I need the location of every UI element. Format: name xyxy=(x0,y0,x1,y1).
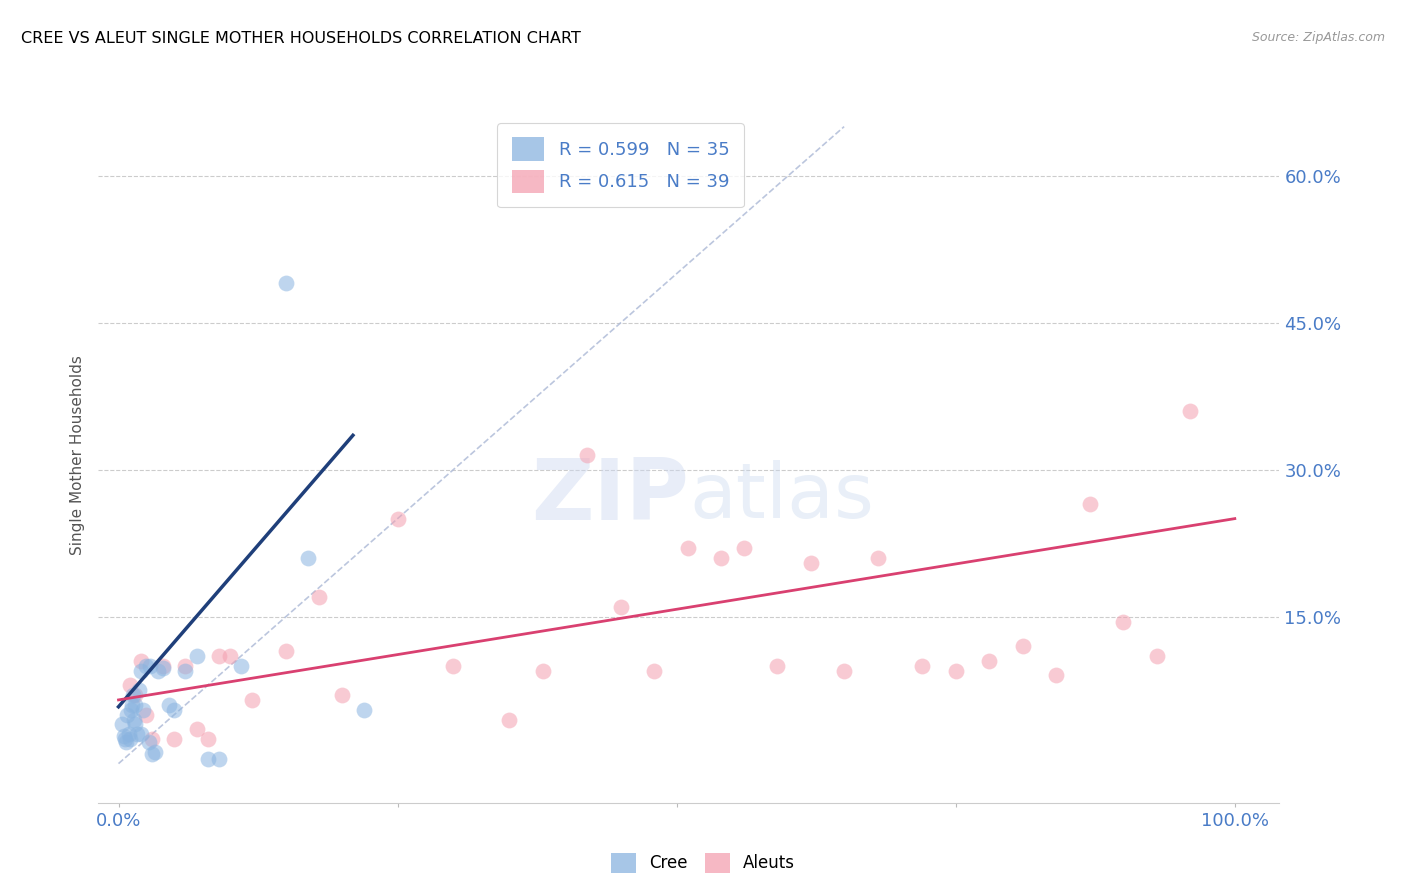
Point xyxy=(135,707,157,722)
Point xyxy=(135,658,157,673)
Point xyxy=(157,698,180,712)
Text: Source: ZipAtlas.com: Source: ZipAtlas.com xyxy=(1251,31,1385,45)
Point xyxy=(1112,615,1135,629)
Point xyxy=(174,658,197,673)
Point xyxy=(122,713,145,727)
Point xyxy=(120,703,142,717)
Point xyxy=(122,688,145,702)
Point xyxy=(274,644,297,658)
Point xyxy=(643,664,665,678)
Point xyxy=(231,658,253,673)
Point xyxy=(610,599,633,614)
Text: ZIP: ZIP xyxy=(531,455,689,538)
Point xyxy=(979,654,1001,668)
Point xyxy=(297,550,319,565)
Point xyxy=(129,664,152,678)
Point xyxy=(117,707,139,722)
Point xyxy=(141,732,163,747)
Point xyxy=(163,703,186,717)
Text: atlas: atlas xyxy=(689,459,873,533)
Point xyxy=(710,550,733,565)
Point xyxy=(274,277,297,291)
Point xyxy=(766,658,789,673)
Point xyxy=(115,735,138,749)
Point xyxy=(866,550,889,565)
Point xyxy=(129,727,152,741)
Point xyxy=(353,703,375,717)
Point xyxy=(242,693,264,707)
Point xyxy=(124,717,146,731)
Point xyxy=(124,688,146,702)
Point xyxy=(127,727,149,741)
Point xyxy=(186,648,208,663)
Y-axis label: Single Mother Households: Single Mother Households xyxy=(69,355,84,555)
Point xyxy=(132,703,155,717)
Point xyxy=(576,448,599,462)
Point xyxy=(152,658,174,673)
Point xyxy=(163,732,186,747)
Legend: Cree, Aleuts: Cree, Aleuts xyxy=(605,847,801,880)
Point xyxy=(117,727,139,741)
Point xyxy=(676,541,699,555)
Point xyxy=(129,654,152,668)
Point xyxy=(330,688,353,702)
Point xyxy=(124,698,146,712)
Point xyxy=(498,713,520,727)
Point xyxy=(118,732,141,747)
Point xyxy=(531,664,554,678)
Point xyxy=(208,648,231,663)
Point xyxy=(911,658,934,673)
Point xyxy=(152,660,174,674)
Point xyxy=(1146,648,1168,663)
Point xyxy=(118,678,141,692)
Point xyxy=(197,732,219,747)
Point xyxy=(1045,668,1067,682)
Point xyxy=(128,683,150,698)
Point xyxy=(174,664,197,678)
Point xyxy=(139,658,162,673)
Point xyxy=(219,648,242,663)
Point xyxy=(143,745,166,759)
Point xyxy=(141,747,163,761)
Point xyxy=(114,732,136,747)
Point xyxy=(1178,404,1201,418)
Point xyxy=(121,698,143,712)
Legend: R = 0.599   N = 35, R = 0.615   N = 39: R = 0.599 N = 35, R = 0.615 N = 39 xyxy=(498,123,744,207)
Point xyxy=(112,729,135,743)
Point xyxy=(308,590,330,604)
Point xyxy=(111,717,134,731)
Point xyxy=(800,556,823,570)
Point xyxy=(441,658,464,673)
Point xyxy=(186,723,208,737)
Point xyxy=(1011,639,1033,653)
Point xyxy=(1078,497,1101,511)
Point xyxy=(146,664,169,678)
Point xyxy=(387,511,409,525)
Point xyxy=(197,752,219,766)
Point xyxy=(733,541,755,555)
Text: CREE VS ALEUT SINGLE MOTHER HOUSEHOLDS CORRELATION CHART: CREE VS ALEUT SINGLE MOTHER HOUSEHOLDS C… xyxy=(21,31,581,46)
Point xyxy=(208,752,231,766)
Point xyxy=(138,735,160,749)
Point xyxy=(945,664,967,678)
Point xyxy=(832,664,855,678)
